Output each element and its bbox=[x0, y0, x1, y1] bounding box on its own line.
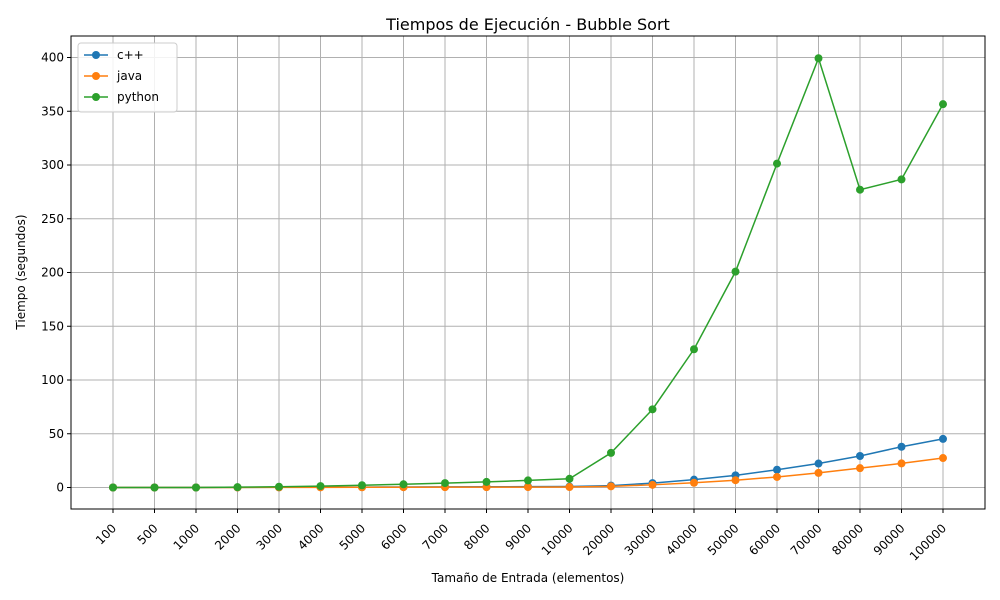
y-tick-label: 300 bbox=[41, 158, 64, 172]
data-point bbox=[856, 464, 864, 473]
x-tick-label: 100000 bbox=[907, 521, 949, 563]
x-tick-label: 8000 bbox=[461, 521, 492, 552]
y-axis-label: Tiempo (segundos) bbox=[14, 214, 28, 330]
data-point bbox=[856, 452, 864, 461]
x-tick-label: 90000 bbox=[871, 521, 908, 558]
data-point bbox=[233, 483, 242, 492]
data-point bbox=[939, 100, 947, 109]
data-point bbox=[565, 474, 574, 483]
legend-label: c++ bbox=[117, 48, 144, 62]
legend-box bbox=[77, 42, 178, 113]
data-point bbox=[814, 459, 823, 468]
data-point bbox=[648, 405, 657, 414]
data-point bbox=[192, 483, 200, 492]
legend-marker bbox=[92, 72, 100, 80]
data-point bbox=[897, 442, 906, 451]
x-tick-label: 3000 bbox=[254, 521, 285, 552]
data-point bbox=[773, 465, 781, 474]
legend-label: java bbox=[116, 69, 142, 83]
legend-label: python bbox=[117, 90, 159, 104]
data-point bbox=[109, 483, 117, 492]
x-tick-label: 10000 bbox=[539, 521, 576, 558]
legend-item: java bbox=[84, 69, 142, 83]
legend-item: python bbox=[84, 90, 159, 104]
x-tick-label: 6000 bbox=[378, 521, 409, 552]
y-axis-ticks: 0 50 100 150 200 250 300 350 400 bbox=[41, 51, 71, 495]
data-point bbox=[399, 480, 408, 489]
x-tick-label: 4000 bbox=[295, 521, 326, 552]
data-point bbox=[897, 459, 906, 468]
x-tick-label: 50000 bbox=[705, 521, 742, 558]
x-axis-ticks: 100 500 1000 2000 3000 4000 5000 6000 7000 8000 90… bbox=[93, 509, 949, 564]
data-point bbox=[316, 482, 325, 491]
data-point bbox=[731, 476, 740, 485]
grid bbox=[71, 36, 985, 509]
legend-marker bbox=[92, 51, 100, 59]
plot-frame bbox=[70, 35, 986, 510]
data-point bbox=[607, 482, 615, 491]
data-point bbox=[939, 434, 947, 443]
series-group bbox=[109, 54, 947, 492]
x-tick-label: 80000 bbox=[829, 521, 866, 558]
data-point bbox=[524, 476, 532, 485]
series-python bbox=[109, 54, 947, 492]
x-tick-label: 9000 bbox=[503, 521, 534, 552]
data-point bbox=[690, 478, 698, 487]
x-tick-label: 500 bbox=[135, 521, 161, 547]
x-tick-label: 7000 bbox=[420, 521, 451, 552]
legend-item: c++ bbox=[84, 48, 144, 62]
x-axis-label: Tamaño de Entrada (elementos) bbox=[431, 571, 625, 585]
data-point bbox=[524, 483, 532, 492]
x-tick-label: 20000 bbox=[580, 521, 617, 558]
data-point bbox=[731, 267, 740, 276]
data-point bbox=[150, 483, 159, 492]
data-point bbox=[814, 54, 823, 63]
data-point bbox=[607, 448, 615, 457]
x-tick-label: 30000 bbox=[622, 521, 659, 558]
y-tick-label: 100 bbox=[41, 373, 64, 387]
data-point bbox=[773, 159, 781, 168]
data-point bbox=[441, 479, 449, 488]
x-tick-label: 100 bbox=[93, 521, 119, 547]
data-point bbox=[648, 480, 657, 489]
data-point bbox=[773, 472, 781, 481]
y-tick-label: 50 bbox=[49, 427, 64, 441]
x-tick-label: 5000 bbox=[337, 521, 368, 552]
chart-title: Tiempos de Ejecución - Bubble Sort bbox=[385, 15, 670, 34]
y-tick-label: 0 bbox=[56, 481, 64, 495]
y-tick-label: 250 bbox=[41, 212, 64, 226]
data-point bbox=[939, 454, 947, 463]
x-tick-label: 70000 bbox=[788, 521, 825, 558]
x-tick-label: 1000 bbox=[171, 521, 202, 552]
data-point bbox=[690, 345, 698, 354]
legend-marker bbox=[92, 93, 100, 101]
data-point bbox=[482, 477, 491, 486]
y-tick-label: 200 bbox=[41, 266, 64, 280]
data-point bbox=[814, 468, 823, 477]
x-tick-label: 40000 bbox=[663, 521, 700, 558]
legend: c++ java python bbox=[77, 42, 178, 113]
data-point bbox=[565, 483, 574, 492]
data-point bbox=[275, 482, 283, 491]
y-tick-label: 350 bbox=[41, 104, 64, 118]
y-tick-label: 400 bbox=[41, 51, 64, 65]
x-tick-label: 2000 bbox=[212, 521, 243, 552]
y-tick-label: 150 bbox=[41, 319, 64, 333]
x-tick-label: 60000 bbox=[746, 521, 783, 558]
data-point bbox=[897, 175, 906, 184]
data-point bbox=[358, 481, 366, 490]
data-point bbox=[856, 185, 864, 194]
